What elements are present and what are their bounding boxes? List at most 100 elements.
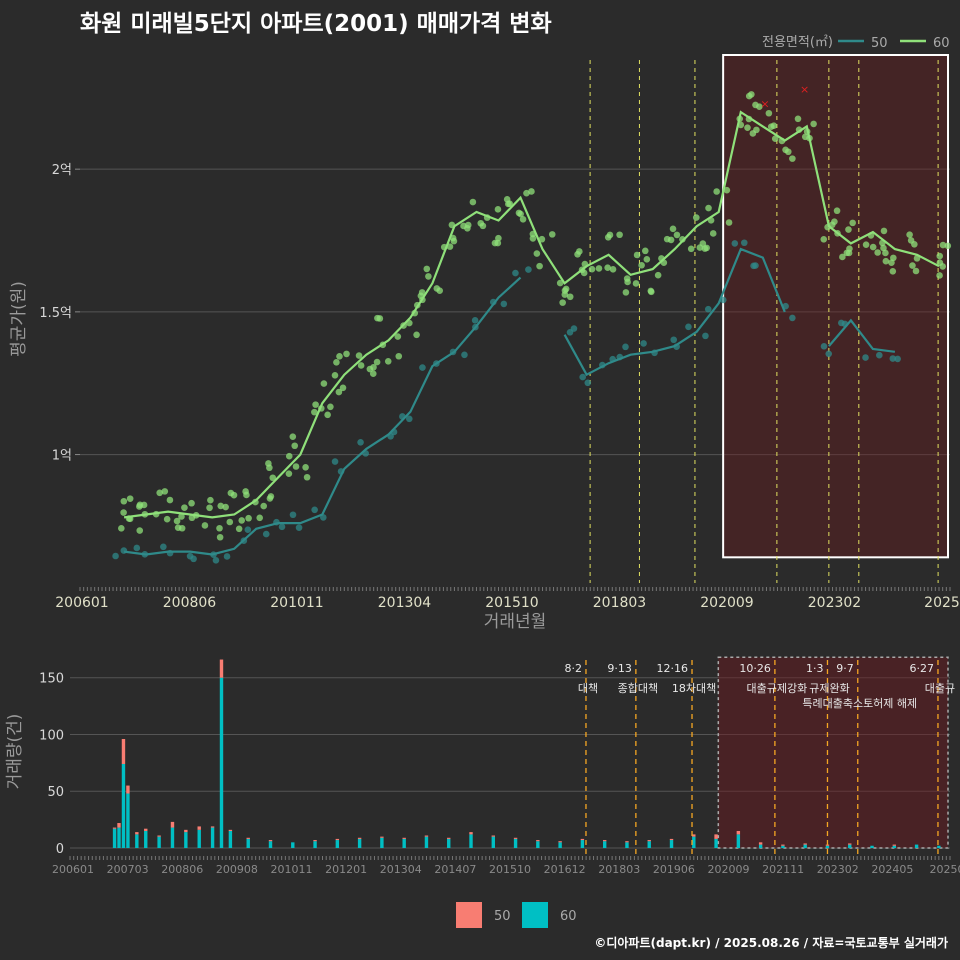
scatter-point-60 [491, 239, 499, 247]
legend-label-60: 60 [560, 909, 577, 924]
bar-50 [313, 840, 317, 842]
bar-50 [210, 826, 215, 828]
scatter-point-60 [289, 433, 297, 440]
scatter-point-50 [500, 300, 508, 308]
bar-50 [558, 841, 562, 843]
bar-50 [184, 829, 188, 833]
scatter-point-60 [366, 365, 374, 373]
chart-title: 화원 미래빌5단지 아파트(2001) 매매가격 변화 [80, 11, 552, 37]
bar-50 [157, 835, 161, 837]
scatter-point-60 [523, 189, 530, 197]
scatter-point-50 [825, 350, 833, 358]
scatter-point-60 [369, 370, 377, 378]
scatter-point-60 [495, 234, 502, 242]
series-line-60 [123, 110, 940, 519]
bar-50 [219, 659, 224, 678]
scatter-point-50 [331, 458, 339, 465]
bar-50 [647, 840, 651, 842]
scatter-point-60 [222, 503, 229, 511]
bar-60 [536, 841, 540, 848]
bar-50 [803, 843, 807, 845]
scatter-point-60 [311, 408, 318, 416]
y-tick-label: 0 [56, 842, 64, 857]
policy-date-label: 9·13 [607, 662, 632, 675]
scatter-point-60 [643, 256, 651, 263]
bar-60 [357, 838, 362, 848]
scatter-point-60 [576, 248, 583, 255]
bar-60 [513, 838, 518, 848]
bar-60 [135, 834, 139, 848]
bar-60 [914, 844, 919, 848]
scatter-point-60 [744, 124, 751, 131]
scatter-point-60 [333, 359, 340, 366]
policy-name-label: 종합대책 [618, 682, 658, 695]
scatter-point-60 [418, 289, 426, 296]
scatter-point-60 [604, 264, 611, 271]
scatter-point-60 [242, 488, 249, 495]
event-marker: × [800, 83, 809, 96]
bar-60 [291, 842, 295, 848]
scatter-point-60 [906, 231, 913, 239]
scatter-point-50 [750, 262, 757, 270]
x-tick-label: 201612 [544, 863, 586, 876]
scatter-point-50 [579, 373, 586, 381]
scatter-point-60 [669, 225, 677, 233]
scatter-point-60 [869, 243, 877, 251]
scatter-point-50 [740, 239, 748, 247]
scatter-point-60 [647, 287, 655, 295]
bar-50 [228, 829, 233, 831]
scatter-point-60 [701, 245, 709, 252]
bar-60 [625, 842, 629, 848]
bar-60 [170, 827, 175, 848]
scatter-point-60 [136, 527, 144, 534]
bar-50 [144, 828, 148, 831]
y-tick-label: 2억 [52, 163, 72, 178]
policy-date-label: 8·2 [564, 662, 582, 675]
scatter-point-60 [384, 358, 392, 365]
scatter-point-50 [289, 511, 297, 519]
scatter-point-60 [136, 501, 144, 509]
scatter-point-60 [395, 352, 403, 360]
scatter-point-60 [216, 533, 224, 541]
scatter-point-50 [685, 323, 692, 331]
bar-50 [112, 827, 117, 829]
scatter-point-60 [939, 241, 947, 249]
x-tick-label: 202302 [808, 595, 861, 611]
bar-60 [126, 793, 130, 848]
policy-date-label: 12·16 [657, 662, 689, 675]
x-tick-label: 2025 [924, 595, 960, 611]
x-tick-label: 201011 [271, 863, 313, 876]
scatter-point-60 [506, 200, 514, 207]
scatter-point-60 [561, 287, 569, 294]
scatter-point-60 [312, 401, 319, 408]
bar-50 [692, 834, 696, 837]
scatter-point-60 [266, 495, 274, 502]
bar-60 [870, 845, 874, 848]
scatter-point-60 [839, 253, 846, 261]
x-tick-label: 200806 [161, 863, 203, 876]
scatter-point-50 [512, 269, 519, 277]
bar-60 [669, 840, 674, 848]
bar-50 [669, 838, 674, 841]
scatter-point-50 [731, 240, 739, 247]
scatter-point-60 [515, 209, 523, 217]
scatter-point-50 [212, 557, 220, 564]
scatter-point-60 [770, 122, 778, 130]
x-tick-label: 200601 [52, 863, 94, 876]
scatter-point-60 [709, 230, 717, 237]
x-tick-label: 202009 [708, 863, 750, 876]
scatter-point-60 [846, 245, 853, 253]
scatter-point-60 [161, 488, 169, 495]
policy-name-label: 특례대출축소토허제 해제 [802, 696, 917, 710]
scatter-point-60 [880, 244, 887, 252]
scatter-point-50 [461, 351, 468, 359]
scatter-point-60 [888, 259, 895, 266]
scatter-point-60 [889, 268, 897, 275]
scatter-point-50 [471, 317, 479, 324]
bar-50 [892, 844, 897, 846]
highlight-box [722, 54, 949, 559]
scatter-point-60 [833, 207, 841, 215]
scatter-point-60 [882, 249, 889, 257]
scatter-point-60 [178, 524, 186, 532]
scatter-point-60 [794, 115, 802, 123]
